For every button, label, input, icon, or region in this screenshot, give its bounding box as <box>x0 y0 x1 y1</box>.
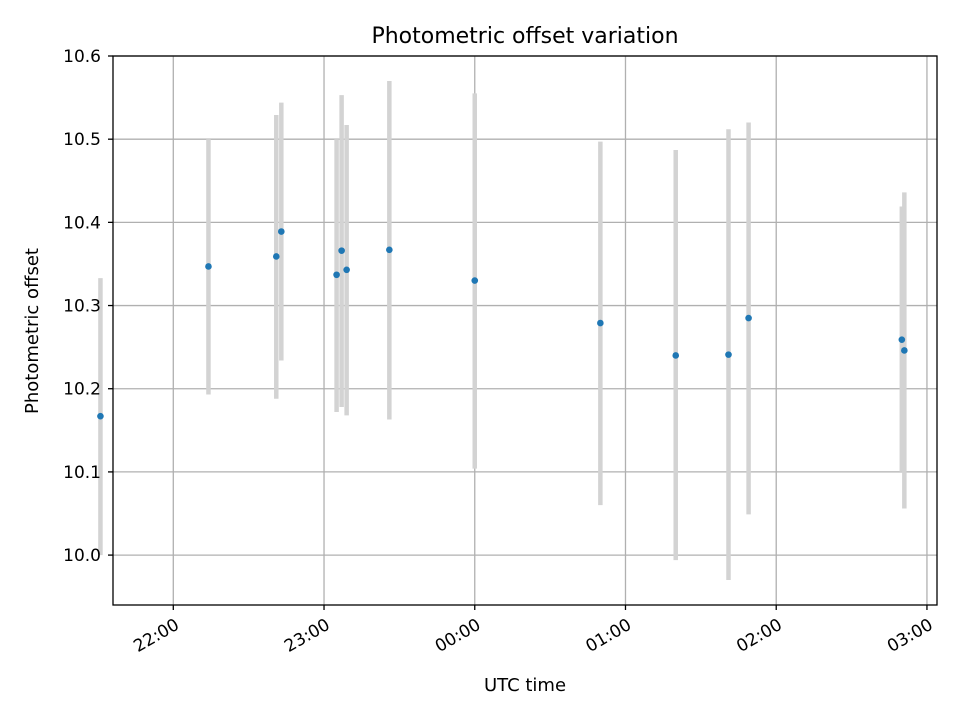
data-point <box>272 253 280 260</box>
plot-frame <box>112 55 938 606</box>
x-tick-label: 22:00 <box>130 615 182 657</box>
data-point <box>901 347 908 354</box>
y-tick-label: 10.6 <box>63 47 101 67</box>
data-point <box>898 336 906 343</box>
data-point <box>725 351 732 358</box>
x-tick-label: 02:00 <box>733 615 785 657</box>
y-axis-label: Photometric offset <box>22 248 43 414</box>
y-axis-ticks: 10.0 10.1 10.2 10.3 10.4 10.5 10.6 <box>63 47 113 566</box>
data-point <box>278 228 285 235</box>
data-point <box>338 247 345 254</box>
x-tick-label: 01:00 <box>583 615 635 657</box>
data-point <box>205 263 212 270</box>
y-tick-label: 10.3 <box>63 297 101 317</box>
data-point <box>745 314 752 322</box>
grid <box>113 55 937 605</box>
data-point <box>672 352 680 359</box>
data-point <box>597 319 604 327</box>
data-point <box>343 266 350 274</box>
x-tick-label: 23:00 <box>281 615 333 657</box>
error-bars <box>98 80 907 581</box>
y-tick-label: 10.2 <box>63 380 101 400</box>
x-tick-label: 00:00 <box>432 615 484 657</box>
y-tick-label: 10.1 <box>63 463 101 483</box>
x-axis-ticks: 22:00 23:00 00:00 01:00 02:00 03:00 <box>130 605 936 657</box>
data-point <box>97 412 104 420</box>
y-tick-label: 10.5 <box>63 130 101 150</box>
x-axis-label: UTC time <box>484 675 566 696</box>
data-point <box>471 277 479 284</box>
data-point <box>333 271 340 279</box>
x-tick-label: 03:00 <box>884 615 936 657</box>
y-tick-label: 10.4 <box>63 213 101 233</box>
y-tick-label: 10.0 <box>63 546 101 566</box>
data-point <box>386 246 393 254</box>
data-points <box>97 228 908 420</box>
chart-title: Photometric offset variation <box>371 24 678 49</box>
